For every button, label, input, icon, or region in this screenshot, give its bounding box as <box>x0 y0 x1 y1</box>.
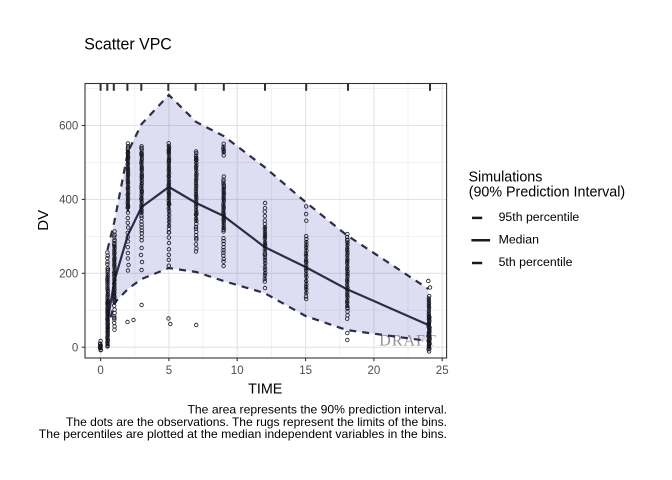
svg-text:5th percentile: 5th percentile <box>499 255 573 269</box>
svg-text:600: 600 <box>59 121 78 133</box>
svg-text:0: 0 <box>97 365 103 377</box>
svg-text:The dots are the observations.: The dots are the observations. The rugs … <box>66 415 447 429</box>
svg-text:Simulations: Simulations <box>469 170 543 186</box>
svg-text:Median: Median <box>499 232 539 246</box>
svg-text:Scatter VPC: Scatter VPC <box>84 34 172 53</box>
svg-text:25: 25 <box>436 365 449 377</box>
svg-text:5: 5 <box>166 365 172 377</box>
svg-text:0: 0 <box>72 342 78 354</box>
svg-text:(90% Prediction Interval): (90% Prediction Interval) <box>469 184 626 200</box>
svg-text:15: 15 <box>299 365 312 377</box>
svg-text:TIME: TIME <box>248 381 282 398</box>
svg-text:400: 400 <box>59 195 78 207</box>
svg-text:95th percentile: 95th percentile <box>499 210 580 224</box>
svg-text:The area represents the 90% pr: The area represents the 90% prediction i… <box>188 403 448 417</box>
svg-text:DV: DV <box>35 210 52 231</box>
svg-text:200: 200 <box>59 268 78 280</box>
svg-text:The percentiles are plotted at: The percentiles are plotted at the media… <box>39 427 447 441</box>
svg-text:10: 10 <box>231 365 244 377</box>
svg-text:20: 20 <box>368 365 381 377</box>
